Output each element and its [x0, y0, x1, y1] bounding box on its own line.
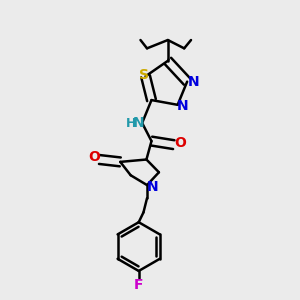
Text: N: N — [177, 99, 189, 113]
Text: O: O — [88, 149, 100, 164]
Text: O: O — [174, 136, 186, 150]
Text: N: N — [147, 180, 158, 194]
Text: S: S — [139, 68, 149, 82]
Text: N: N — [188, 75, 200, 88]
Text: N: N — [133, 116, 145, 130]
Text: F: F — [134, 278, 143, 292]
Text: H: H — [126, 117, 136, 130]
